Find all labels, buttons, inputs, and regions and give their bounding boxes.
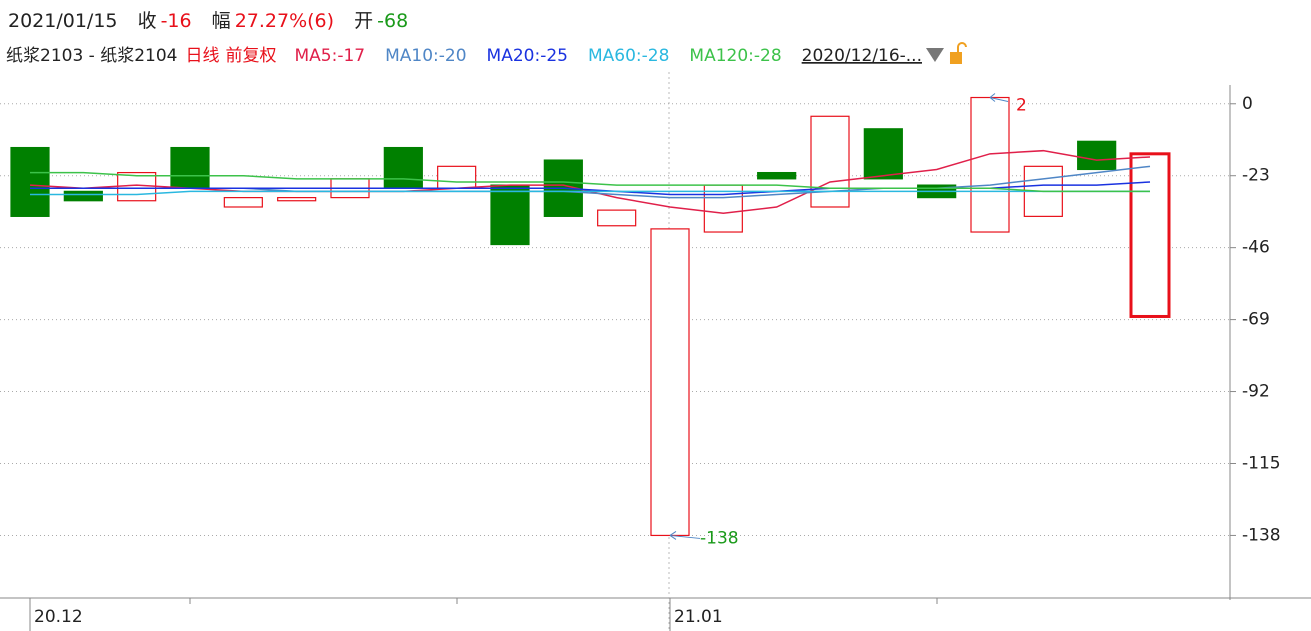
- candle-body: [970, 96, 1010, 233]
- candle-body: [437, 165, 477, 189]
- legend-entry: 2020/12/16-...: [802, 46, 922, 66]
- candle-body: [1129, 152, 1171, 318]
- candle-body: [170, 146, 210, 189]
- candle-body: [10, 146, 50, 217]
- y-tick-label: -138: [1242, 525, 1281, 545]
- x-tick-label: 20.12: [34, 607, 83, 627]
- candle-body: [650, 228, 690, 537]
- legend-entry: MA120:-28: [689, 46, 781, 66]
- legend: 纸浆2103 - 纸浆2104 日线 前复权 MA5:-17 MA10:-20 MA20:…: [6, 42, 967, 66]
- candle-body: [757, 171, 797, 180]
- annotation: 2: [1016, 96, 1027, 116]
- ma-line: [30, 171, 1150, 193]
- header: 2021/01/15 收 -16 幅 27.27%(6) 开 -68: [8, 6, 412, 33]
- candle-body: [383, 146, 423, 189]
- y-tick-label: 0: [1242, 94, 1253, 114]
- change-label: 幅: [211, 10, 231, 32]
- candle-body: [703, 184, 743, 233]
- change: 27.27%(6): [234, 10, 335, 32]
- close: -16: [160, 10, 192, 32]
- annotation: -138: [700, 528, 739, 548]
- y-tick-label: -23: [1242, 166, 1270, 186]
- legend-entry: 日线: [185, 46, 219, 66]
- legend-entry: MA20:-25: [487, 46, 568, 66]
- ma-line: [30, 190, 1150, 196]
- candle-body: [1077, 140, 1117, 171]
- candle-body: [863, 128, 903, 180]
- legend-entry: 纸浆2103 - 纸浆2104: [6, 46, 177, 66]
- candle-body: [63, 190, 103, 202]
- lock-shackle: [956, 42, 967, 52]
- legend-entry: MA10:-20: [385, 46, 466, 66]
- date: 2021/01/15: [8, 10, 118, 32]
- annotation-arrow: [989, 93, 1009, 103]
- candle-body: [277, 197, 317, 202]
- y-tick-label: -69: [1242, 310, 1270, 330]
- y-tick-label: -46: [1242, 238, 1270, 258]
- y-tick-label: -115: [1242, 453, 1281, 473]
- candle-body: [490, 184, 530, 246]
- dropdown: [925, 48, 944, 62]
- lock-icon: [949, 52, 962, 64]
- candle-body: [810, 115, 850, 208]
- legend-entry: MA5:-17: [294, 46, 365, 66]
- x-tick-label: 21.01: [674, 607, 723, 627]
- candle-body: [117, 171, 157, 202]
- y-tick-label: -92: [1242, 382, 1270, 402]
- candle-body: [597, 209, 637, 227]
- annotation-arrow: [669, 531, 701, 540]
- open-label: 开: [354, 10, 374, 32]
- candle-body: [223, 197, 263, 208]
- open: -68: [377, 10, 409, 32]
- close-label: 收: [137, 10, 157, 32]
- legend-entry: MA60:-28: [588, 46, 669, 66]
- legend-entry: 前复权: [225, 46, 276, 66]
